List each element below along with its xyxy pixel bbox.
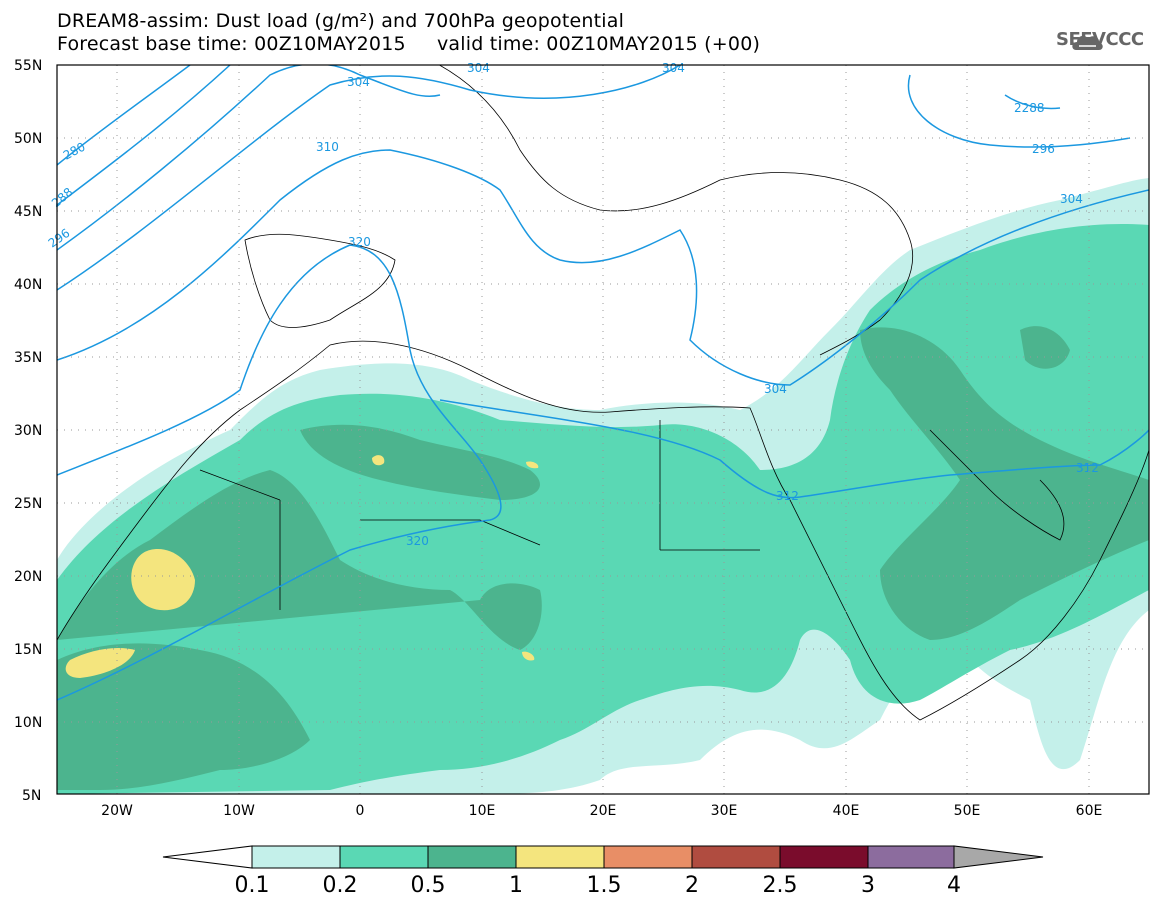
colorbar-bin — [779, 845, 869, 869]
coastlines — [57, 65, 1149, 794]
longitude-labels: 20W 10W 0 10E 20E 30E 40E 50E 60E — [101, 803, 1102, 819]
contour-label: 320 — [406, 534, 429, 548]
lat-label: 30N — [14, 423, 42, 439]
colorbar-left-arrow — [162, 845, 253, 869]
colorbar-bin — [867, 845, 955, 869]
contour-label: 280 — [61, 140, 88, 163]
colorbar-label: 1.5 — [587, 873, 622, 898]
colorbar-right-arrow — [953, 845, 1044, 869]
colorbar-label: 0.5 — [411, 873, 446, 898]
colorbar-label: 3 — [861, 873, 875, 898]
colorbar-bin — [515, 845, 605, 869]
lat-label: 10N — [14, 715, 42, 731]
lat-label: 20N — [14, 569, 42, 585]
logo-text: SEEVCCC — [1056, 29, 1144, 50]
lon-label: 10E — [469, 803, 496, 819]
colorbar-label: 0.1 — [235, 873, 270, 898]
colorbar-bin — [603, 845, 693, 869]
contour-label: 312 — [1076, 461, 1099, 475]
colorbar-label: 0.2 — [323, 873, 358, 898]
lon-label: 40E — [833, 803, 860, 819]
colorbar-bin — [427, 845, 517, 869]
colorbar-label: 4 — [947, 873, 961, 898]
lon-label: 20W — [101, 803, 133, 819]
lon-label: 20E — [590, 803, 617, 819]
contour-label: 304 — [764, 382, 787, 396]
lat-label: 25N — [14, 496, 42, 512]
lat-label: 50N — [14, 131, 42, 147]
gridlines — [57, 65, 1149, 794]
contour-label: 304 — [347, 75, 370, 89]
colorbar-label: 1 — [509, 873, 523, 898]
lat-label: 55N — [14, 58, 42, 74]
lat-label: 40N — [14, 277, 42, 293]
colorbar-bin — [691, 845, 781, 869]
contour-label: 296 — [46, 226, 73, 251]
lon-label: 60E — [1076, 803, 1103, 819]
lat-label: 35N — [14, 350, 42, 366]
forecast-time-subtitle: Forecast base time: 00Z10MAY2015 valid t… — [57, 33, 761, 55]
map-frame — [56, 64, 1150, 795]
geopotential-contours — [57, 65, 1149, 701]
cloud-logo-icon — [1072, 35, 1103, 50]
lon-label: 30E — [711, 803, 738, 819]
colorbar-label: 2.5 — [763, 873, 798, 898]
contour-label: 304 — [1060, 192, 1083, 206]
contour-label: 288 — [49, 185, 76, 210]
map-title: DREAM8-assim: Dust load (g/m²) and 700hP… — [57, 10, 625, 32]
contour-label: 304 — [662, 61, 685, 75]
colorbar-bin — [339, 845, 429, 869]
contour-label: 2288 — [1014, 101, 1045, 115]
contour-label: 310 — [316, 140, 339, 154]
lon-label: 10W — [223, 803, 255, 819]
contour-label: 304 — [467, 61, 490, 75]
lat-label: 15N — [14, 642, 42, 658]
contour-label: 312 — [776, 489, 799, 503]
lon-label: 0 — [356, 803, 365, 819]
contour-label: 320 — [348, 235, 371, 249]
colorbar-bin — [251, 845, 341, 869]
contour-label: 296 — [1032, 142, 1055, 156]
lat-label: 45N — [14, 204, 42, 220]
lat-label: 5N — [22, 788, 41, 804]
colorbar: 0.1 0.2 0.5 1 1.5 2 2.5 3 4 — [162, 845, 1044, 898]
colorbar-label: 2 — [685, 873, 699, 898]
latitude-labels: 55N 50N 45N 40N 35N 30N 25N 20N 15N 10N … — [14, 58, 42, 804]
lon-label: 50E — [954, 803, 981, 819]
